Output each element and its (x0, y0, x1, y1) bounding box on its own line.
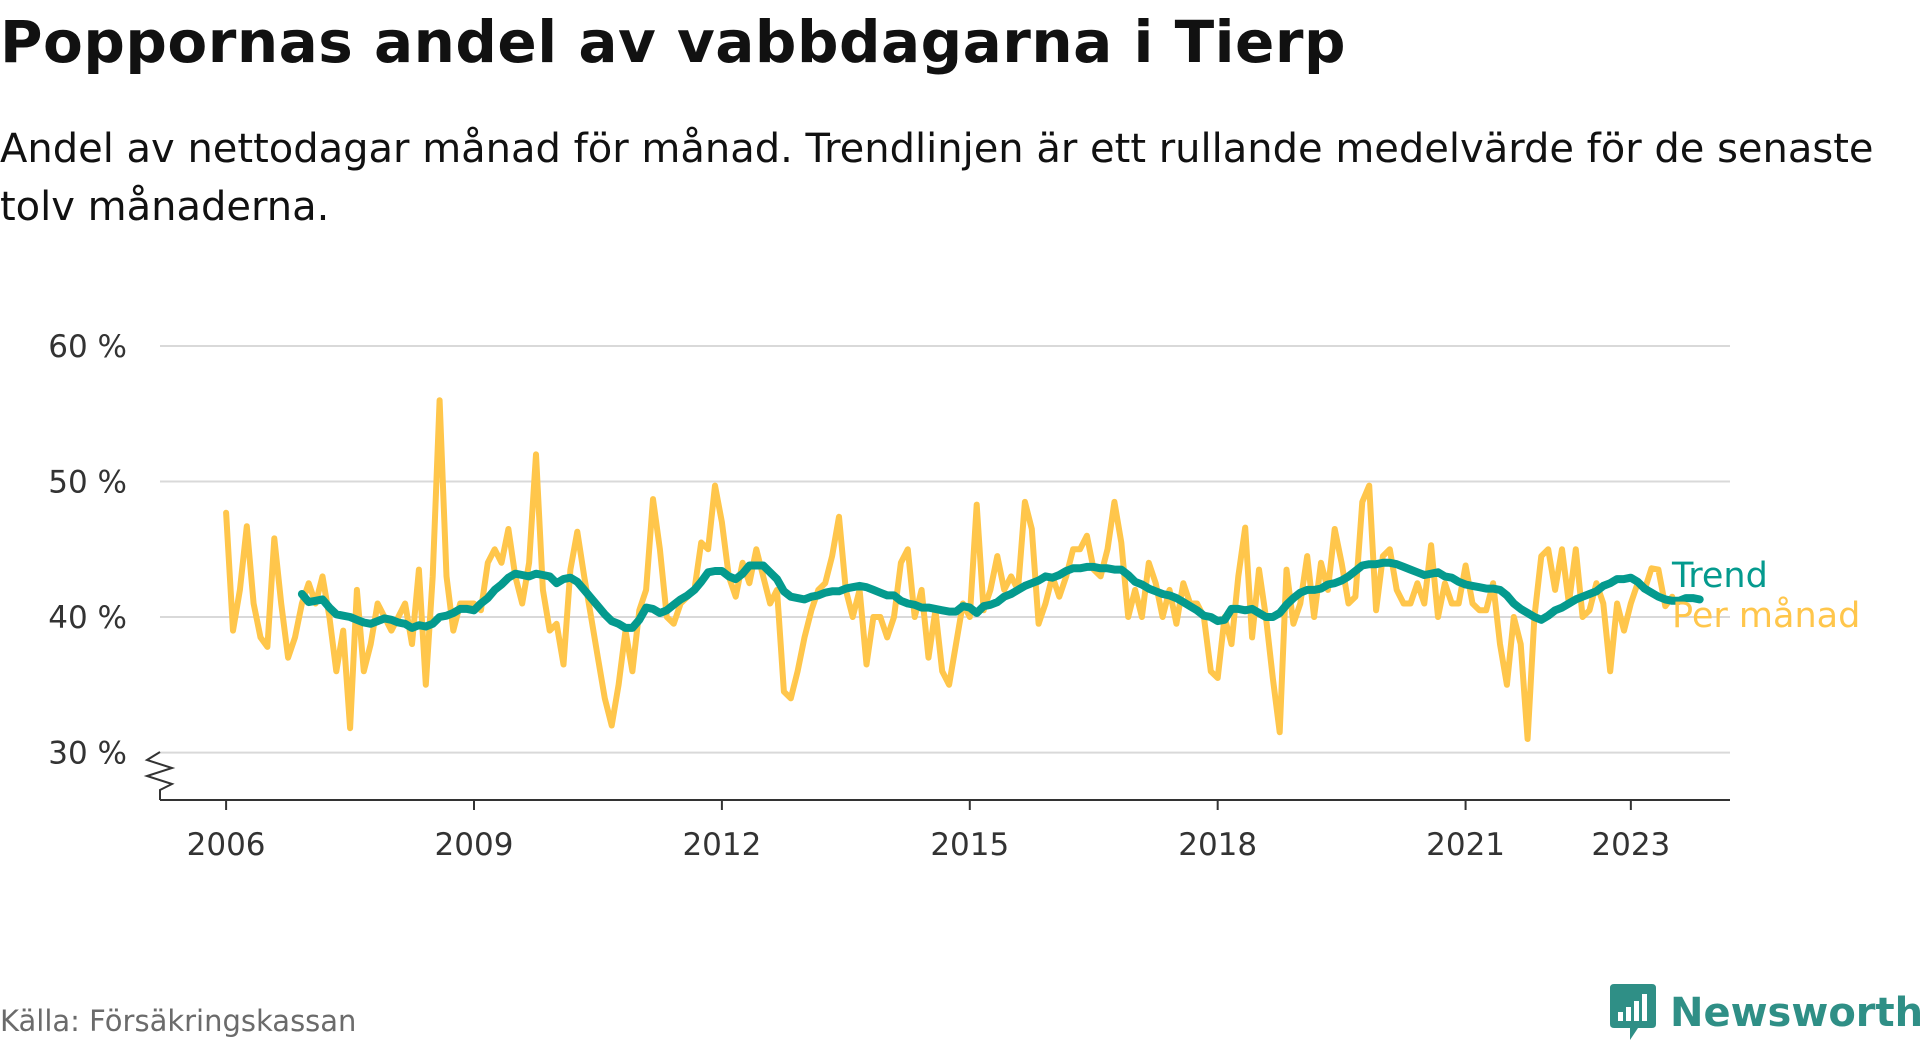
chart-title: Poppornas andel av vabbdagarna i Tierp (0, 8, 1346, 76)
legend-label-monthly: Per månad (1672, 595, 1860, 636)
x-axis (143, 751, 1730, 810)
y-tick-label-30: 30 % (48, 736, 127, 772)
source-note: Källa: Försäkringskassan (0, 1004, 357, 1038)
y-tick-label-50: 50 % (48, 465, 127, 501)
x-tick-label-2015: 2015 (930, 827, 1009, 863)
x-tick-label-2021: 2021 (1426, 827, 1505, 863)
y-tick-label-40: 40 % (48, 600, 127, 636)
series-lines (223, 397, 1704, 742)
legend-label-trend: Trend (1671, 556, 1768, 596)
newsworthy-logo-icon (1610, 984, 1656, 1040)
brand-name: Newsworthy (1670, 990, 1920, 1036)
y-axis-tick-labels: 30 % 40 % 50 % 60 % (48, 329, 127, 772)
x-tick-label-2012: 2012 (682, 827, 761, 863)
line-chart: 30 % 40 % 50 % 60 % 2006 2009 2012 2015 2018 202… (48, 329, 1860, 863)
y-tick-label-60: 60 % (48, 329, 127, 365)
series-line-monthly (223, 397, 1676, 742)
chart-subtitle: Andel av nettodagar månad för månad. Tre… (0, 126, 1874, 230)
axis-break-symbol (143, 751, 176, 800)
x-tick-label-2023: 2023 (1591, 827, 1670, 863)
x-tick-label-2006: 2006 (187, 827, 266, 863)
x-tick-label-2009: 2009 (435, 827, 514, 863)
series-line-trend (297, 558, 1704, 632)
x-tick-label-2018: 2018 (1178, 827, 1257, 863)
brand-logo: Newsworthy (1608, 982, 1920, 1044)
x-axis-tick-labels: 2006 2009 2012 2015 2018 2021 2023 (187, 827, 1671, 863)
gridlines (160, 345, 1730, 754)
